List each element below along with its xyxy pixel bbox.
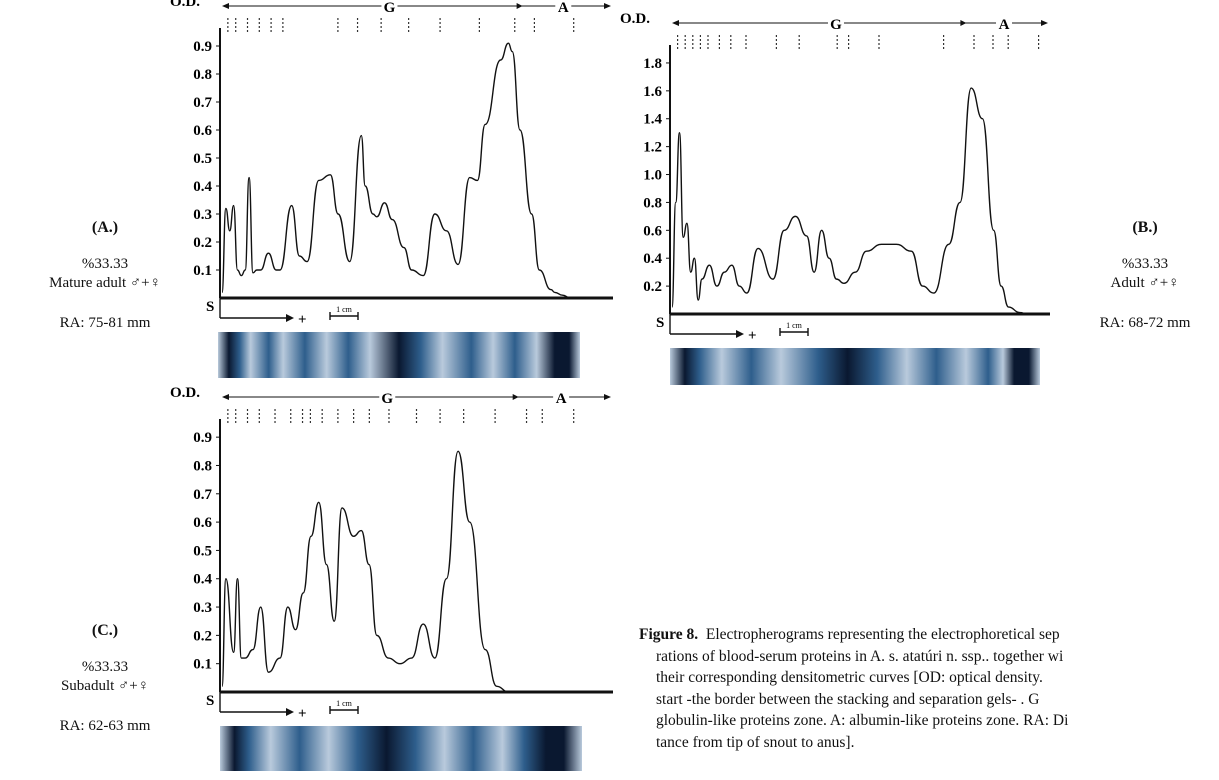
a-zone-label: A — [556, 391, 567, 407]
start-label: S — [206, 693, 214, 709]
chart-panel-c: O.D. G A 0.1 0.2 0.3 0.4 0.5 0.6 0.7 0.8 0.9 S +1 cm — [170, 385, 613, 771]
g-zone-label: G — [384, 0, 396, 16]
y-tick-label: 0.6 — [193, 123, 212, 139]
panel-c-group: Subadult ♂+♀ — [60, 678, 150, 694]
od-axis-label: O.D. — [170, 385, 200, 401]
y-tick-label: 0.3 — [193, 600, 212, 616]
y-tick-label: 0.5 — [193, 543, 212, 559]
panel-b-ra: RA: 68-72 mm — [1099, 315, 1191, 331]
caption-line-4: start -the border between the stacking a… — [656, 690, 1040, 708]
panel-c-sidebar: (C.) %33.33 Subadult ♂+♀ RA: 62-63 mm — [20, 621, 190, 736]
caption-line-5: globulin-like proteins zone. A: albumin-… — [656, 712, 1069, 729]
y-tick-label: 0.3 — [193, 207, 212, 223]
start-label: S — [656, 315, 664, 331]
zone-arrow-left — [222, 394, 229, 400]
panel-a-ra: RA: 75-81 mm — [59, 315, 151, 331]
y-tick-label: 0.2 — [643, 279, 662, 295]
g-label-bg — [381, 0, 398, 15]
migration-arrowhead — [286, 314, 294, 322]
y-tick-label: 0.5 — [193, 151, 212, 167]
y-tick-label: 0.1 — [193, 657, 212, 673]
figure-caption: Figure 8. Electropherograms representing… — [639, 624, 1219, 753]
panel-c-label: (C.) — [91, 622, 119, 639]
a-zone-label: A — [999, 17, 1010, 33]
gel-strip — [670, 348, 1040, 385]
g-label-bg — [827, 14, 844, 32]
zone-divider-arrow — [512, 394, 519, 400]
a-zone-label: A — [558, 0, 569, 16]
y-tick-label: 0.9 — [193, 39, 212, 55]
start-label: S — [206, 299, 214, 315]
migration-arrowhead — [286, 708, 294, 716]
panel-a-label: (A.) — [91, 219, 119, 236]
zone-divider-arrow — [960, 20, 967, 26]
panel-b-label: (B.) — [1132, 219, 1158, 236]
y-tick-label: 1.6 — [643, 84, 662, 100]
panel-b-sidebar: (B.) %33.33 Adult ♂+♀ RA: 68-72 mm — [1070, 218, 1219, 333]
zone-arrow-right — [1041, 20, 1048, 26]
a-label-bg — [996, 14, 1013, 32]
zone-arrow-left — [222, 3, 229, 9]
y-tick-label: 0.6 — [193, 515, 212, 531]
scale-label: 1 cm — [786, 321, 803, 330]
y-tick-label: 1.2 — [643, 140, 662, 156]
a-label-bg — [553, 388, 570, 406]
y-tick-label: 0.6 — [643, 223, 662, 239]
scale-label: 1 cm — [336, 699, 353, 708]
y-tick-label: 0.9 — [193, 430, 212, 446]
caption-line-3: their corresponding densitometric curves… — [656, 669, 1043, 686]
plus-sign: + — [748, 328, 757, 344]
caption-line-2: rations of blood-serum proteins in A. s.… — [656, 647, 1064, 665]
g-label-bg — [379, 388, 396, 406]
densitometric-curve — [671, 87, 1046, 315]
g-zone-label: G — [830, 17, 842, 33]
y-tick-label: 0.2 — [193, 628, 212, 644]
od-axis-label: O.D. — [170, 0, 200, 10]
y-tick-label: 1.0 — [643, 168, 662, 184]
y-tick-label: 0.7 — [193, 95, 212, 111]
densitometric-curve — [221, 450, 590, 693]
caption-figure-label: Figure 8. — [639, 626, 699, 643]
zone-arrow-right — [604, 3, 611, 9]
panel-a-sidebar: (A.) %33.33 Mature adult ♂+♀ RA: 75-81 m… — [20, 218, 190, 333]
y-tick-label: 1.8 — [643, 56, 662, 72]
od-axis-label: O.D. — [620, 11, 650, 27]
panel-c-ra: RA: 62-63 mm — [59, 718, 151, 734]
panel-c-percent: %33.33 — [81, 659, 129, 675]
y-tick-label: 1.4 — [643, 112, 662, 128]
caption-line-6: tance from tip of snout to anus]. — [656, 733, 855, 751]
y-tick-label: 0.4 — [643, 251, 662, 267]
y-tick-label: 0.8 — [193, 67, 212, 83]
gel-strip — [218, 332, 580, 378]
scale-label: 1 cm — [336, 305, 353, 314]
y-tick-label: 0.2 — [193, 235, 212, 251]
y-tick-label: 0.8 — [193, 458, 212, 474]
plus-sign: + — [298, 312, 307, 328]
migration-arrowhead — [736, 330, 744, 338]
panel-a-percent: %33.33 — [81, 256, 129, 272]
plus-sign: + — [298, 706, 307, 722]
y-tick-label: 0.7 — [193, 487, 212, 503]
a-label-bg — [555, 0, 572, 15]
chart-panel-a: O.D. G A 0.1 0.2 0.3 0.4 0.5 0.6 0.7 0.8 0.9 S +1 cm — [170, 0, 613, 378]
y-tick-label: 0.4 — [193, 572, 212, 588]
densitometric-curve — [221, 42, 586, 299]
g-zone-label: G — [381, 391, 393, 407]
zone-divider-arrow — [516, 3, 523, 9]
panel-b-percent: %33.33 — [1121, 256, 1169, 272]
panel-a-group: Mature adult ♂+♀ — [49, 275, 161, 291]
zone-arrow-left — [672, 20, 679, 26]
zone-arrow-right — [604, 394, 611, 400]
caption-text-1: Electropherograms representing the elect… — [705, 626, 1060, 643]
caption-line-1: Figure 8. Electropherograms representing… — [639, 626, 1060, 643]
gel-strip — [220, 726, 582, 771]
y-tick-label: 0.8 — [643, 195, 662, 211]
chart-panel-b: O.D. G A 0.2 0.4 0.6 0.8 1.0 1.2 1.4 1.6 1.8 S +1 cm — [620, 11, 1050, 385]
panel-b-group: Adult ♂+♀ — [1110, 275, 1180, 291]
y-tick-label: 0.4 — [193, 179, 212, 195]
y-tick-label: 0.1 — [193, 263, 212, 279]
